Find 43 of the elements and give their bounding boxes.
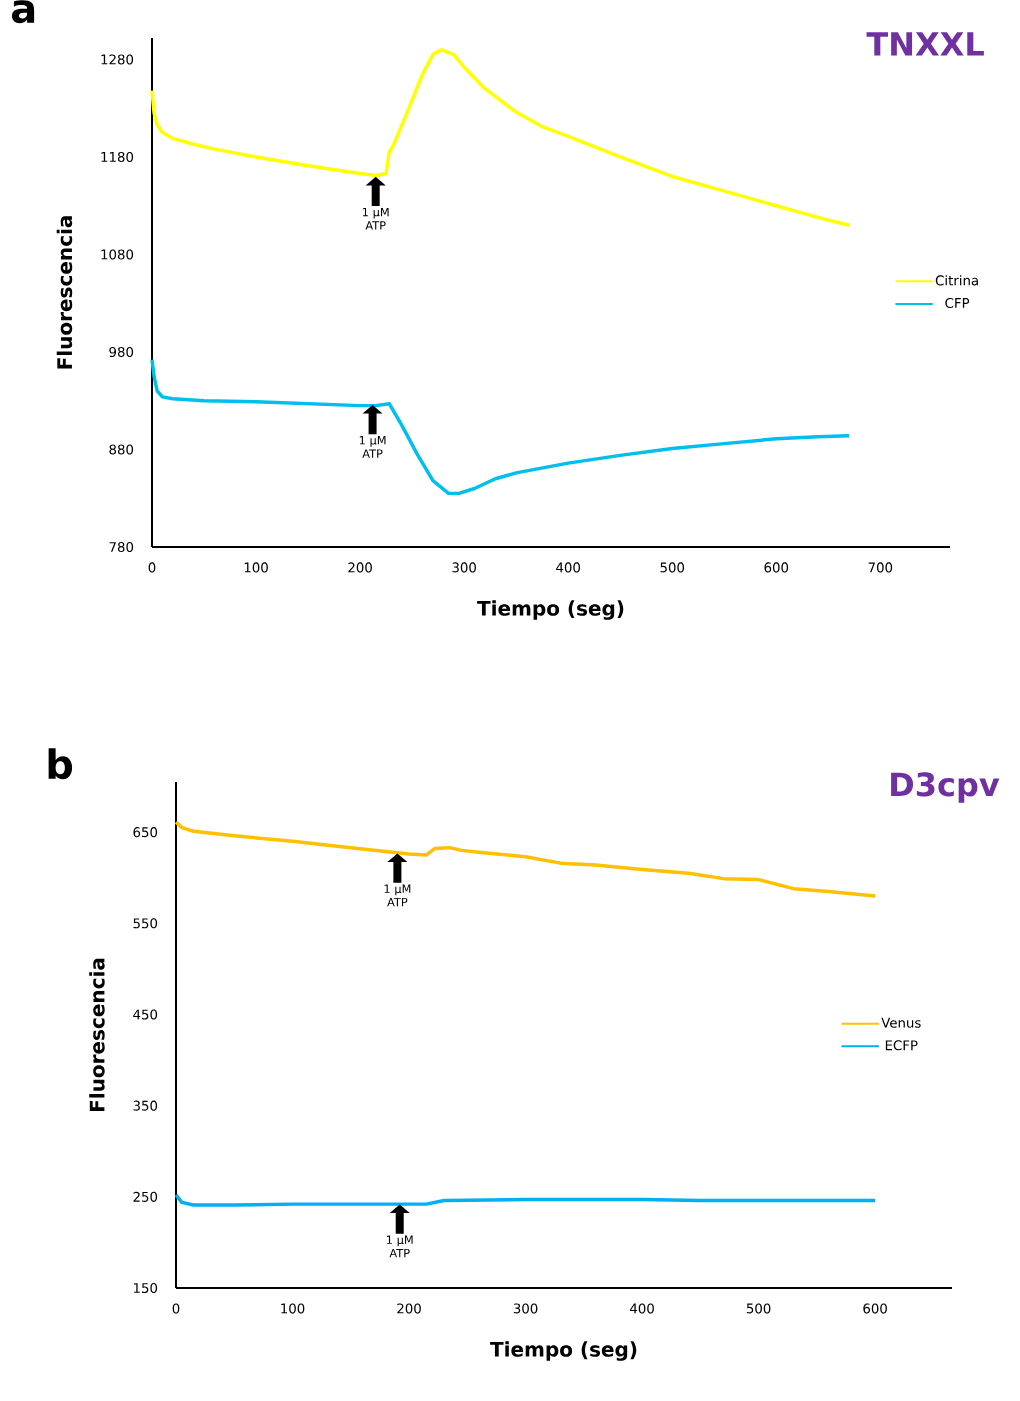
x-axis-title: Tiempo (seg) [490, 1341, 637, 1361]
chart-title: TNXXL [866, 32, 984, 56]
y-tick-label: 1180 [101, 151, 134, 162]
annotation: 1 µM ATP [359, 436, 386, 458]
y-axis-title: Fluorescencia [56, 216, 73, 369]
x-tick-label: 400 [556, 562, 581, 573]
y-tick-label: 1280 [101, 54, 134, 65]
x-tick-label: 400 [630, 1303, 654, 1314]
annotation: 1 µM ATP [386, 1235, 413, 1258]
x-tick-label: 200 [348, 562, 372, 573]
legend-label: ECFP [885, 1040, 918, 1051]
x-tick-label: 500 [660, 562, 685, 573]
x-tick-label: 0 [148, 562, 156, 573]
x-axis-title: Tiempo (seg) [477, 600, 624, 620]
x-tick-label: 200 [397, 1303, 421, 1314]
x-tick-label: 500 [746, 1303, 771, 1314]
y-tick-label: 350 [133, 1100, 158, 1111]
y-tick-label: 1080 [101, 249, 134, 260]
y-tick-label: 450 [133, 1009, 158, 1020]
x-tick-label: 100 [281, 1303, 305, 1314]
y-tick-label: 780 [109, 541, 134, 553]
annotation: 1 µM ATP [362, 207, 389, 230]
annotation: 1 µM ATP [384, 884, 411, 907]
x-tick-label: 300 [513, 1303, 538, 1314]
y-tick-label: 250 [133, 1191, 158, 1202]
y-tick-label: 880 [109, 444, 134, 455]
y-tick-label: 650 [133, 827, 158, 838]
legend-label: Venus [881, 1017, 921, 1028]
legend-label: Citrina [935, 275, 978, 286]
chart-title: D3cpv [891, 772, 1000, 803]
legend-label: CFP [945, 297, 970, 309]
x-tick-label: 0 [172, 1303, 180, 1314]
y-axis-title: Fluorescencia [89, 958, 105, 1112]
y-tick-label: 150 [133, 1282, 158, 1294]
x-tick-label: 600 [863, 1303, 887, 1314]
y-tick-label: 980 [109, 346, 134, 358]
text: b [48, 748, 73, 780]
x-tick-label: 600 [764, 562, 789, 573]
x-tick-label: 100 [244, 562, 268, 573]
x-tick-label: 700 [868, 562, 893, 573]
y-tick-label: 550 [133, 918, 158, 929]
text: a [11, 0, 35, 24]
x-tick-label: 300 [452, 562, 476, 573]
